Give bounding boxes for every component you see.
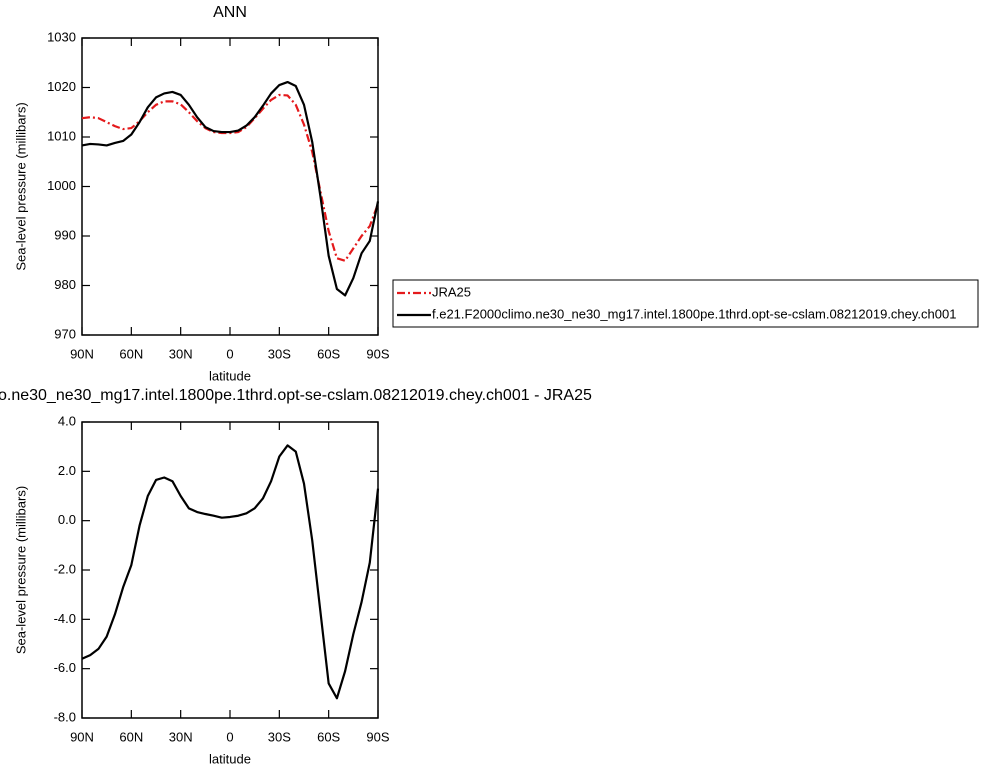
data-line [81,444,380,700]
legend-box [392,279,979,328]
y-tick-label: 4.0 [58,413,76,428]
x-tick-label: 30N [169,729,193,744]
x-axis-label: latitude [209,368,251,383]
y-tick-label: 1030 [47,29,76,44]
chart-title: ANN [213,4,247,21]
y-tick-label: 2.0 [58,463,76,478]
x-tick-label: 60S [317,729,340,744]
data-line [81,93,380,262]
x-tick-label: 60S [317,346,340,361]
legend-label: f.e21.F2000climo.ne30_ne30_mg17.intel.18… [432,306,956,321]
x-tick-label: 0 [226,346,233,361]
x-tick-label: 0 [226,729,233,744]
y-tick-label: 1000 [47,178,76,193]
y-axis-label: Sea-level pressure (millibars) [13,486,28,654]
data-line [81,80,380,297]
x-tick-label: 30S [268,346,291,361]
y-tick-label: 1010 [47,128,76,143]
x-tick-label: 90S [366,729,389,744]
y-tick-label: -2.0 [54,561,76,576]
y-tick-label: -4.0 [54,611,76,626]
x-tick-label: 30S [268,729,291,744]
x-axis-label: latitude [209,751,251,766]
x-tick-label: 60N [119,729,143,744]
y-tick-label: 980 [54,277,76,292]
y-axis-label: Sea-level pressure (millibars) [13,102,28,270]
chart-title: f.e21.F2000climo.ne30_ne30_mg17.intel.18… [0,387,592,404]
x-tick-label: 90N [70,729,94,744]
y-tick-label: -8.0 [54,709,76,724]
y-tick-label: 1020 [47,79,76,94]
legend: JRA25 f.e21.F2000climo.ne30_ne30_mg17.int… [392,279,979,328]
y-tick-label: 0.0 [58,512,76,527]
x-tick-label: 60N [119,346,143,361]
x-tick-label: 90N [70,346,94,361]
y-tick-label: 970 [54,326,76,341]
x-tick-label: 90S [366,346,389,361]
plot-frame [81,421,379,719]
legend-label: JRA25 [432,284,471,299]
plot-frame [81,37,379,336]
y-tick-label: -6.0 [54,660,76,675]
x-tick-label: 30N [169,346,193,361]
y-tick-label: 990 [54,227,76,242]
